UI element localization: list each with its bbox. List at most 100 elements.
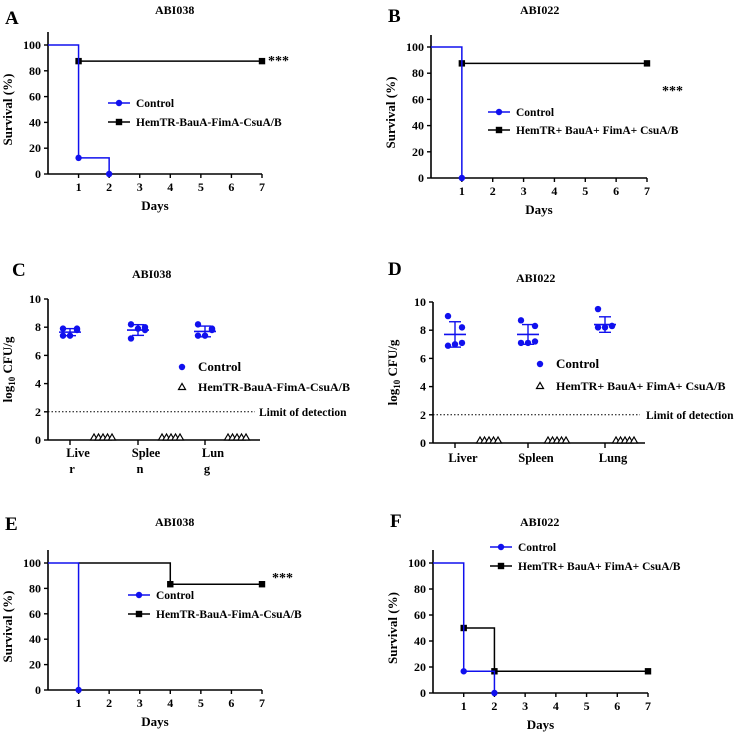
- vaccine-group: [89, 432, 117, 441]
- significance-annotation: ***: [268, 54, 289, 69]
- data-point: [561, 435, 571, 444]
- y-tick-label: 60: [414, 608, 426, 622]
- data-point: [460, 668, 467, 675]
- data-point: [517, 339, 525, 347]
- y-tick-label: 0: [35, 167, 41, 181]
- x-tick-label: 5: [198, 180, 204, 194]
- x-category-label-line: Lun: [202, 446, 224, 460]
- legend-marker: [536, 360, 544, 368]
- legend-marker: [178, 363, 186, 371]
- y-tick-label: 0: [35, 433, 41, 447]
- y-tick-label: 0: [420, 686, 426, 700]
- y-tick-label: 20: [414, 660, 426, 674]
- y-tick-label: 10: [414, 295, 426, 309]
- legend-marker: [495, 126, 503, 134]
- legend-label: HemTR+ BauA+ FimA+ CsuA/B: [518, 561, 681, 573]
- legend-marker: [497, 562, 505, 570]
- y-axis-label: log10 CFU/g: [385, 339, 402, 405]
- series-vaccine: [460, 624, 652, 675]
- legend-marker: [177, 382, 187, 391]
- legend-label: Control: [516, 107, 554, 119]
- data-point: [127, 335, 135, 342]
- legend-label: HemTR+ BauA+ FimA+ CsuA/B: [516, 125, 679, 137]
- x-tick-label: 4: [553, 699, 559, 713]
- x-category-label: Lung: [599, 451, 628, 465]
- data-point: [491, 689, 498, 697]
- x-tick-label: 1: [76, 180, 82, 194]
- x-category-label: Live r: [66, 446, 90, 476]
- y-axis-label: Survival (%): [0, 591, 15, 663]
- x-tick-label: 6: [613, 184, 619, 198]
- panel-letter: A: [5, 8, 19, 29]
- x-tick-label: 6: [228, 696, 234, 710]
- legend-label: HemTR+ BauA+ FimA+ CsuA/B: [556, 379, 726, 393]
- x-tick-label: 1: [76, 696, 82, 710]
- data-point: [167, 581, 174, 588]
- legend-marker: [495, 108, 503, 116]
- x-category-label-line: r: [69, 462, 75, 476]
- panel-f: F ABI022 0 20 40 60 80 100 Survival (%) 1 2 3 4 5 6 7 Da…: [385, 511, 681, 732]
- x-tick-label: 6: [614, 699, 620, 713]
- data-point: [175, 432, 185, 441]
- legend-marker: [115, 99, 123, 107]
- data-point: [531, 322, 539, 330]
- chart-title: ABI022: [516, 271, 555, 285]
- x-tick-label: 7: [259, 180, 265, 194]
- y-tick-label: 0: [418, 171, 424, 185]
- panel-letter: C: [12, 260, 26, 281]
- data-point: [59, 325, 67, 332]
- x-tick-label: 3: [137, 180, 143, 194]
- data-point: [643, 60, 651, 67]
- legend-label: HemTR-BauA-FimA-CsuA/B: [198, 380, 350, 394]
- x-category-label: Splee n: [132, 446, 161, 476]
- data-point: [458, 174, 466, 182]
- data-point: [517, 317, 525, 324]
- y-tick-label: 20: [29, 141, 41, 155]
- x-category-label-line: Splee: [132, 446, 161, 460]
- x-tick-label: 4: [167, 696, 173, 710]
- y-tick-label: 80: [414, 582, 426, 596]
- y-axis-label: Survival (%): [0, 74, 15, 146]
- data-point: [629, 435, 639, 444]
- y-tick-label: 100: [406, 40, 424, 54]
- series-control: [48, 562, 82, 694]
- data-point: [258, 57, 266, 65]
- y-tick-label: 2: [420, 408, 426, 422]
- legend-marker: [497, 543, 505, 551]
- y-tick-label: 40: [414, 634, 426, 648]
- series-vaccine: [78, 562, 266, 588]
- y-label-log: log: [385, 388, 400, 405]
- vaccine-group: [223, 432, 251, 441]
- y-tick-label: 6: [420, 351, 426, 365]
- data-point: [194, 332, 202, 339]
- data-point: [258, 581, 266, 588]
- panel-letter: E: [5, 514, 18, 535]
- control-group: [194, 321, 216, 339]
- y-tick-label: 40: [412, 119, 424, 133]
- vaccine-group: [611, 435, 639, 444]
- survival-line: [463, 627, 648, 673]
- legend-label: Control: [156, 590, 194, 602]
- data-point: [127, 321, 135, 328]
- data-point: [608, 322, 616, 330]
- y-tick-label: 80: [29, 64, 41, 78]
- y-label-subscript: 10: [392, 379, 402, 389]
- chart-title: ABI038: [132, 267, 171, 281]
- series-control: [48, 44, 113, 178]
- x-category-label: Lun g: [202, 446, 224, 476]
- data-point: [444, 312, 452, 320]
- significance-annotation: ***: [662, 84, 683, 99]
- x-tick-label: 5: [584, 699, 590, 713]
- x-category-label-line: g: [204, 462, 211, 476]
- series-control: [431, 46, 466, 182]
- y-tick-label: 40: [29, 115, 41, 129]
- y-tick-label: 60: [412, 92, 424, 106]
- y-label-unit: CFU/g: [0, 336, 15, 377]
- x-tick-label: 5: [582, 184, 588, 198]
- control-group: [517, 317, 539, 347]
- y-tick-label: 20: [29, 658, 41, 672]
- panel-b: B ABI022 0 20 40 60 80 100 Survival (%) 1 2 3 4 5 6 7 Da…: [383, 3, 683, 217]
- y-label-subscript: 10: [7, 376, 17, 386]
